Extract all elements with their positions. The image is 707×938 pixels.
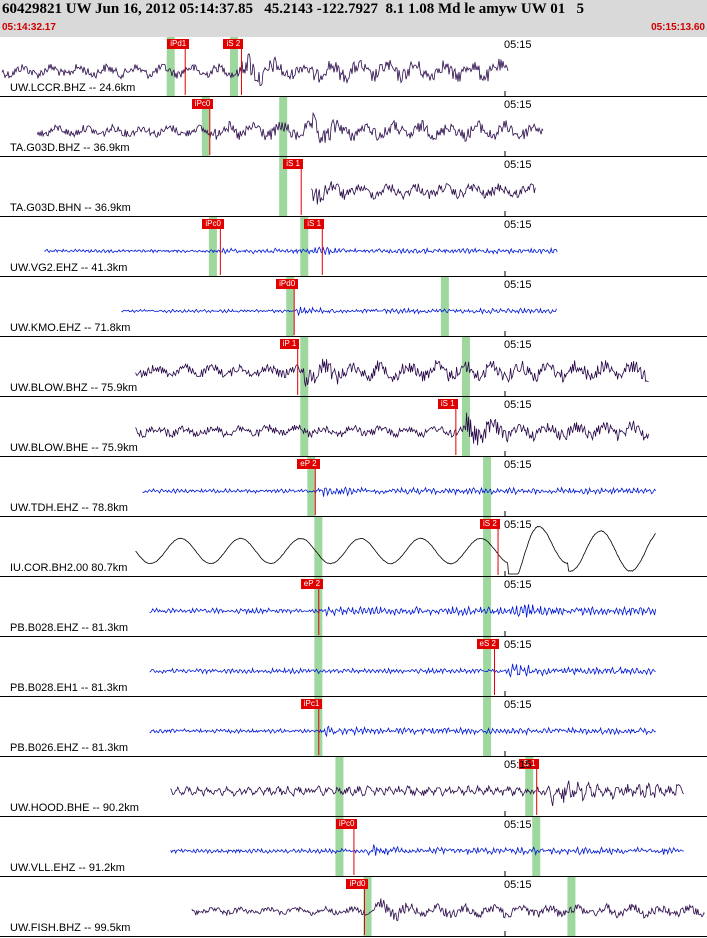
phase-window bbox=[314, 637, 323, 696]
phase-window bbox=[567, 877, 576, 936]
waveform bbox=[36, 111, 544, 144]
phase-window bbox=[279, 157, 288, 216]
phase-window bbox=[300, 397, 309, 456]
trace-row[interactable] bbox=[0, 217, 707, 277]
trace-row[interactable] bbox=[0, 457, 707, 517]
phase-window bbox=[279, 97, 288, 156]
trace-row[interactable] bbox=[0, 517, 707, 577]
phase-window bbox=[307, 457, 316, 516]
trace-row[interactable] bbox=[0, 577, 707, 637]
waveform bbox=[191, 898, 705, 921]
phase-window bbox=[201, 97, 210, 156]
waveform bbox=[135, 525, 656, 575]
trace-row[interactable] bbox=[0, 817, 707, 877]
event-title: 60429821 UW Jun 16, 2012 05:14:37.85 45.… bbox=[2, 1, 584, 17]
waveform bbox=[1, 53, 509, 86]
phase-window bbox=[335, 817, 344, 876]
trace-row[interactable] bbox=[0, 697, 707, 757]
trace-row[interactable] bbox=[0, 757, 707, 817]
waveform bbox=[135, 358, 649, 387]
phase-window bbox=[166, 37, 175, 96]
trace-row[interactable] bbox=[0, 277, 707, 337]
waveform bbox=[170, 780, 684, 807]
event-header: 60429821 UW Jun 16, 2012 05:14:37.85 45.… bbox=[0, 0, 707, 37]
phase-window bbox=[229, 37, 238, 96]
phase-window bbox=[300, 337, 309, 396]
trace-row[interactable] bbox=[0, 877, 707, 937]
waveform bbox=[135, 412, 649, 446]
phase-window bbox=[440, 277, 449, 336]
phase-window bbox=[483, 697, 492, 756]
trace-row[interactable] bbox=[0, 637, 707, 697]
waveform bbox=[149, 604, 656, 618]
phase-window bbox=[483, 457, 492, 516]
phase-window bbox=[525, 757, 534, 816]
phase-window bbox=[483, 577, 492, 636]
seismogram-panel[interactable]: iPd1 iS 2 05:15 UW.LCCR.BHZ -- 24.6km iPc0 05… bbox=[0, 37, 707, 938]
phase-window bbox=[300, 217, 309, 276]
trace-row[interactable] bbox=[0, 97, 707, 157]
phase-window bbox=[335, 757, 344, 816]
start-time-label: 05:14:32.17 bbox=[2, 22, 56, 33]
waveform bbox=[149, 725, 656, 738]
waveform bbox=[121, 306, 557, 317]
trace-row[interactable] bbox=[0, 397, 707, 457]
waveform bbox=[310, 181, 536, 205]
waveform bbox=[142, 486, 656, 497]
phase-window bbox=[483, 637, 492, 696]
trace-row[interactable] bbox=[0, 157, 707, 217]
trace-row[interactable] bbox=[0, 337, 707, 397]
seismogram-traces[interactable] bbox=[0, 37, 707, 938]
phase-window bbox=[314, 517, 323, 576]
trace-row[interactable] bbox=[0, 37, 707, 97]
waveform bbox=[149, 663, 656, 678]
phase-window bbox=[532, 817, 541, 876]
phase-window bbox=[286, 277, 295, 336]
phase-window bbox=[483, 517, 492, 576]
phase-window bbox=[363, 877, 372, 936]
waveform bbox=[170, 844, 684, 856]
end-time-label: 05:15:13.60 bbox=[651, 22, 705, 33]
waveform bbox=[44, 246, 558, 255]
phase-window bbox=[208, 217, 217, 276]
